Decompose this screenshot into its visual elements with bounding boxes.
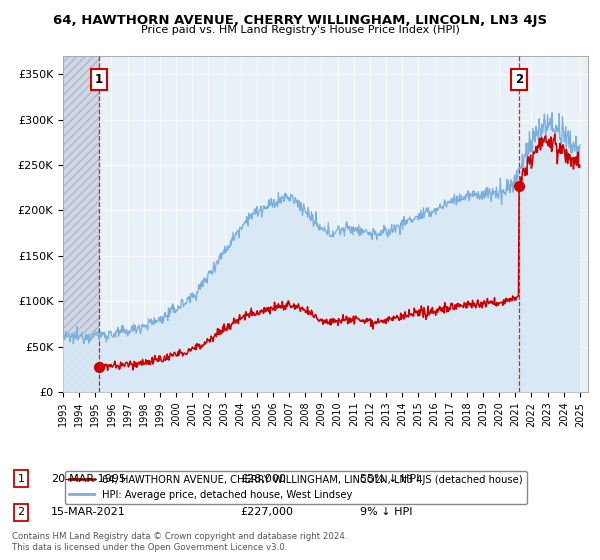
Polygon shape [63, 56, 99, 392]
Text: £28,000: £28,000 [240, 474, 286, 484]
Text: 9% ↓ HPI: 9% ↓ HPI [360, 507, 413, 517]
Legend: 64, HAWTHORN AVENUE, CHERRY WILLINGHAM, LINCOLN, LN3 4JS (detached house), HPI: : 64, HAWTHORN AVENUE, CHERRY WILLINGHAM, … [65, 471, 527, 504]
Text: 2: 2 [17, 507, 25, 517]
Text: 1: 1 [17, 474, 25, 484]
Text: £227,000: £227,000 [240, 507, 293, 517]
Text: Price paid vs. HM Land Registry's House Price Index (HPI): Price paid vs. HM Land Registry's House … [140, 25, 460, 35]
Text: 1: 1 [95, 73, 103, 86]
Text: 55% ↓ HPI: 55% ↓ HPI [360, 474, 419, 484]
Text: 15-MAR-2021: 15-MAR-2021 [51, 507, 126, 517]
Text: 64, HAWTHORN AVENUE, CHERRY WILLINGHAM, LINCOLN, LN3 4JS: 64, HAWTHORN AVENUE, CHERRY WILLINGHAM, … [53, 14, 547, 27]
Text: Contains HM Land Registry data © Crown copyright and database right 2024.
This d: Contains HM Land Registry data © Crown c… [12, 532, 347, 552]
Text: 2: 2 [515, 73, 523, 86]
Text: 20-MAR-1995: 20-MAR-1995 [51, 474, 126, 484]
